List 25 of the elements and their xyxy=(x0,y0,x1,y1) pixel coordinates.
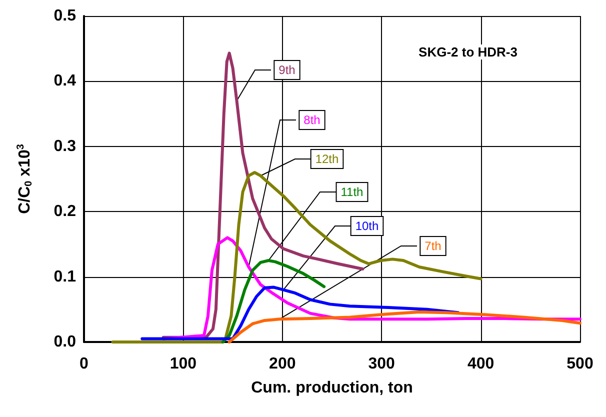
y-tick-label: 0.4 xyxy=(54,72,76,90)
text: 8th xyxy=(304,113,320,127)
x-axis-title: Cum. production, ton xyxy=(251,380,413,396)
line-series xyxy=(140,286,460,340)
x-tick-label: 200 xyxy=(269,356,296,372)
x-tick-label: 400 xyxy=(467,356,494,372)
line-series xyxy=(111,170,482,344)
line-series xyxy=(221,259,326,344)
line-series xyxy=(228,310,582,344)
x-tick-label: 100 xyxy=(170,356,197,372)
annotation: SKG-2 to HDR-3 xyxy=(418,44,518,60)
y-tick-label: 0.2 xyxy=(54,203,76,220)
text: 9th xyxy=(278,63,296,77)
y-tick-label: 0.3 xyxy=(54,138,76,155)
y-axis-title: C/C0 x103 xyxy=(16,144,34,214)
y-tick-label: 0.1 xyxy=(54,268,76,286)
x-tick-label: 300 xyxy=(368,356,396,372)
text: 10th xyxy=(355,219,379,233)
x-tick-label: 0 xyxy=(80,356,89,372)
text: 11th xyxy=(340,185,364,199)
text: 12th xyxy=(315,152,339,166)
text: 7th xyxy=(424,239,442,253)
y-tick-label: 0.0 xyxy=(54,334,76,350)
y-tick-label: 0.5 xyxy=(54,8,76,24)
x-tick-label: 500 xyxy=(566,356,594,372)
